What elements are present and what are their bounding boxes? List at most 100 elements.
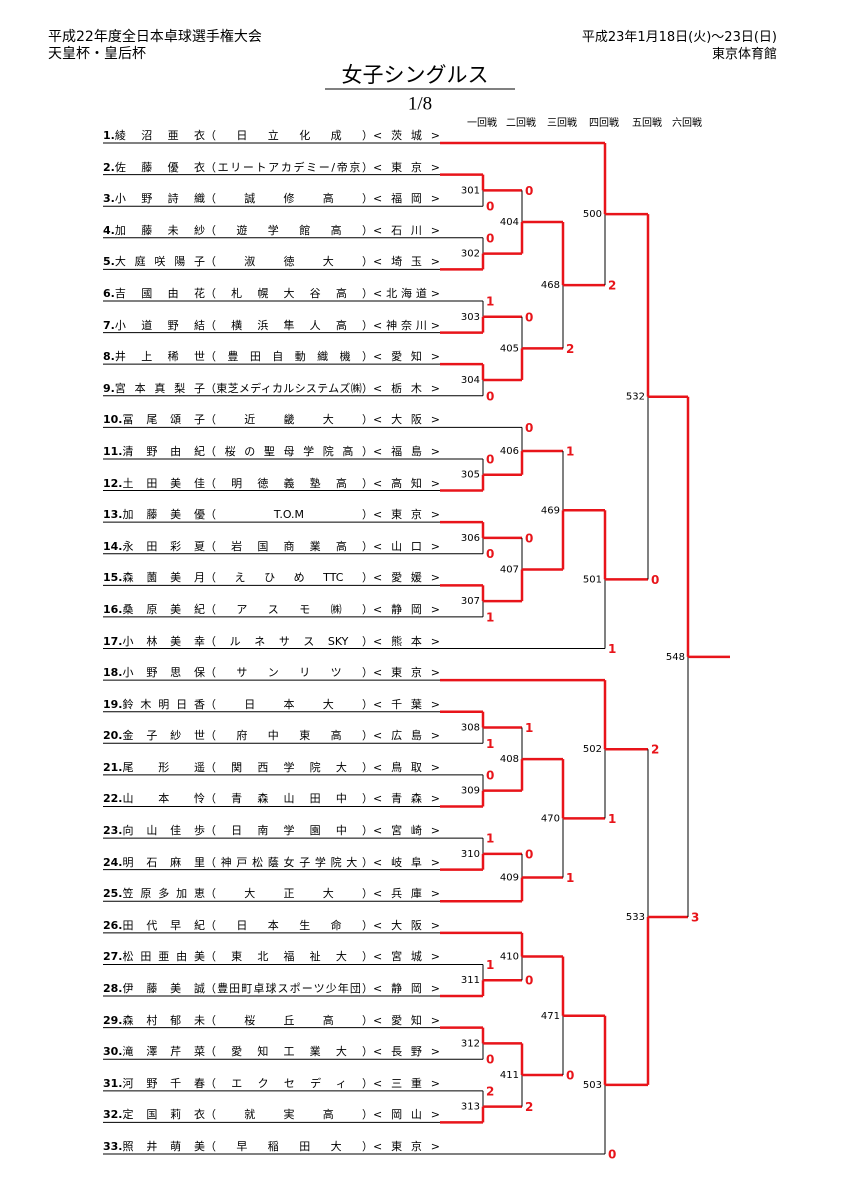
player-row: 10. 冨尾頌子 （近畿大） <大阪>: [103, 413, 440, 427]
match-label: 406: [500, 446, 519, 457]
player-name-cell: 16. 桑原美紀: [103, 603, 205, 617]
player-team: （桜の聖母学院高）: [205, 444, 373, 458]
player-team: （日南学園中）: [205, 824, 373, 838]
score: 1: [608, 812, 616, 826]
player-number: 8.: [103, 350, 115, 364]
player-number: 26.: [103, 918, 123, 932]
player-name: 滝澤芹菜: [122, 1045, 206, 1059]
player-pref: <静岡>: [373, 982, 440, 996]
player-row: 3. 小野詩織 （誠修高） <福岡>: [103, 192, 440, 206]
player-row: 32. 定国莉衣 （就実高） <岡山>: [103, 1108, 440, 1122]
player-team: （T.O.M）: [205, 508, 373, 522]
player-row: 27. 松田亜由美 （東北福祉大） <宮城>: [103, 950, 440, 964]
player-number: 25.: [103, 887, 123, 901]
player-pref: <長野>: [373, 1045, 440, 1059]
player-team: （サンリツ）: [205, 666, 373, 680]
player-team: （大正大）: [205, 887, 373, 901]
player-number: 19.: [103, 697, 123, 711]
player-name-cell: 8. 井上稀世: [103, 350, 205, 364]
player-pref: <石川>: [373, 223, 440, 237]
player-team: （桜丘高）: [205, 1013, 373, 1027]
score: 0: [486, 200, 494, 214]
player-number: 15.: [103, 571, 123, 585]
player-team: （愛知工業大）: [205, 1045, 373, 1059]
player-name-cell: 33. 照井萌美: [103, 1140, 205, 1154]
player-pref: <東京>: [373, 1140, 440, 1153]
player-team: （エリートアカデミー/帝京）: [205, 160, 373, 174]
player-name-cell: 17. 小林美幸: [103, 635, 205, 649]
score: 1: [486, 958, 494, 972]
player-name-cell: 30. 滝澤芹菜: [103, 1045, 205, 1059]
match-label: 310: [461, 849, 480, 860]
match-label: 502: [583, 744, 602, 755]
player-team: （東芝メディカルシステムズ㈱）: [205, 381, 373, 395]
score: 0: [608, 1148, 616, 1162]
player-number: 22.: [103, 792, 123, 806]
player-team: （府中東高）: [205, 729, 373, 743]
round-label: 三回戦: [547, 116, 577, 129]
player-pref: <三重>: [373, 1076, 440, 1090]
player-name-cell: 28. 伊藤美誠: [103, 982, 205, 996]
player-team: （日立化成）: [205, 129, 373, 142]
player-number: 24.: [103, 855, 123, 869]
player-row: 22. 山本怜 （青森山田中） <青森>: [103, 792, 440, 806]
player-team: （ルネサスSKY）: [205, 634, 373, 648]
player-name-cell: 4. 加藤未紗: [103, 224, 205, 238]
round-label: 四回戦: [589, 116, 619, 129]
player-name: 吉國由花: [114, 286, 205, 300]
player-number: 11.: [103, 444, 123, 458]
player-pref: <広島>: [373, 729, 440, 743]
match-label: 302: [461, 249, 480, 260]
player-team: （エクセディ）: [205, 1076, 373, 1090]
player-row: 19. 鈴木明日香 （日本大） <千葉>: [103, 698, 440, 712]
player-team: （就実高）: [205, 1108, 373, 1122]
match-label: 470: [541, 813, 560, 824]
match-label: 501: [583, 574, 602, 585]
player-name: 河野千春: [122, 1076, 206, 1090]
player-pref: <岡山>: [373, 1108, 440, 1122]
player-pref: <山口>: [373, 539, 440, 553]
player-number: 17.: [103, 634, 123, 648]
player-number: 4.: [103, 223, 115, 237]
match-label: 313: [461, 1102, 480, 1113]
player-row: 28. 伊藤美誠 （豊田町卓球スポーツ少年団） <静岡>: [103, 982, 440, 996]
player-number: 33.: [103, 1140, 123, 1153]
player-name-cell: 29. 森村郁未: [103, 1014, 205, 1028]
player-pref: <福岡>: [373, 192, 440, 206]
header-date: 平成23年1月18日(火)～23日(日): [581, 30, 777, 45]
player-row: 18. 小野思保 （サンリツ） <東京>: [103, 666, 440, 680]
match-label: 471: [541, 1011, 560, 1022]
player-number: 3.: [103, 192, 115, 206]
player-row: 8. 井上稀世 （豊田自動織機） <愛知>: [103, 350, 440, 364]
player-name-cell: 7. 小道野結: [103, 319, 205, 333]
player-row: 14. 永田彩夏 （岩国商業高） <山口>: [103, 540, 440, 554]
match-label: 405: [500, 343, 519, 354]
player-number: 10.: [103, 413, 123, 427]
score: 0: [525, 974, 533, 988]
score: 1: [566, 445, 574, 459]
match-label: 469: [541, 505, 560, 516]
player-row: 23. 向山佳歩 （日南学園中） <宮崎>: [103, 824, 440, 838]
match-label: 305: [461, 470, 480, 481]
match-label: 548: [666, 652, 685, 663]
player-row: 6. 吉國由花 （札幌大谷高） <北海道>: [103, 287, 440, 301]
player-name-cell: 15. 森薗美月: [103, 571, 205, 585]
player-name: 加藤美優: [122, 508, 206, 522]
player-number: 21.: [103, 760, 123, 774]
player-name: 桑原美紀: [122, 602, 206, 616]
player-name-cell: 12. 土田美佳: [103, 477, 205, 491]
player-name: 佐藤優衣: [114, 160, 205, 174]
player-name: 小道野結: [114, 318, 205, 332]
player-team: （青森山田中）: [205, 792, 373, 806]
player-name-cell: 21. 尾形遥: [103, 761, 205, 775]
player-row: 16. 桑原美紀 （アスモ㈱） <静岡>: [103, 603, 440, 617]
player-name: 大庭咲陽子: [114, 255, 205, 269]
round-label: 一回戦: [467, 116, 497, 129]
player-name: 伊藤美誠: [122, 982, 206, 996]
score: 0: [651, 573, 659, 587]
player-number: 18.: [103, 666, 123, 680]
player-name-cell: 3. 小野詩織: [103, 192, 205, 206]
player-pref: <千葉>: [373, 697, 440, 711]
player-name-cell: 10. 冨尾頌子: [103, 413, 205, 427]
